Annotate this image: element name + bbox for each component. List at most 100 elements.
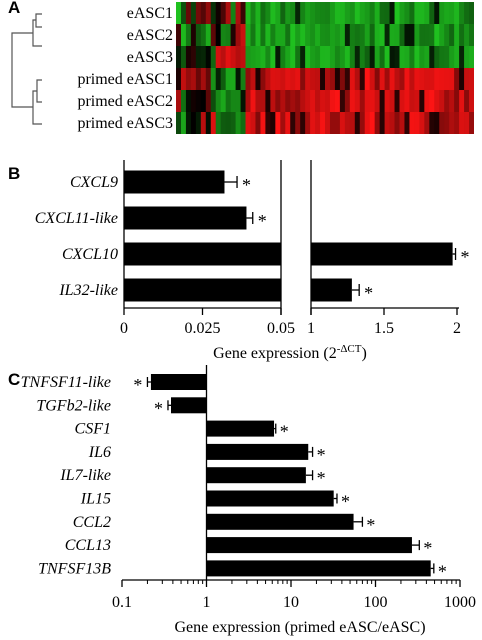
- heatmap-cell: [454, 2, 460, 25]
- significance-marker: *: [461, 247, 470, 267]
- heatmap-cell: [255, 68, 262, 91]
- heatmap-cell: [379, 46, 386, 69]
- heatmap-cell: [265, 2, 271, 25]
- heatmap-cell: [334, 46, 341, 69]
- heatmap-cell: [220, 90, 227, 113]
- heatmap-cell: [230, 46, 237, 69]
- heatmap-cell: [344, 46, 351, 69]
- heatmap-cell: [220, 68, 227, 91]
- heatmap-cell: [215, 68, 222, 91]
- heatmap-cell: [439, 112, 445, 134]
- heatmap-cell: [394, 68, 401, 91]
- heatmap-cell: [419, 112, 425, 134]
- heatmap-cell: [469, 112, 474, 134]
- heatmap-cell: [399, 2, 406, 25]
- x-axis-label: Gene expression (2-ΔCT): [213, 343, 367, 362]
- heatmap-cell: [270, 112, 276, 134]
- heatmap-cell: [394, 24, 401, 47]
- significance-marker: *: [317, 445, 326, 465]
- significance-marker: *: [154, 398, 163, 418]
- heatmap-cell: [444, 68, 450, 91]
- heatmap-cell: [349, 46, 356, 69]
- category-label: CCL13: [65, 537, 111, 554]
- heatmap-cell: [230, 24, 237, 47]
- heatmap-cell: [444, 112, 450, 134]
- heatmap-cell: [295, 112, 301, 134]
- x-tick-label: 1: [307, 320, 315, 337]
- heatmap-cell: [300, 112, 306, 134]
- heatmap-cell: [220, 112, 227, 134]
- heatmap-cell: [354, 90, 361, 113]
- heatmap-cell: [379, 90, 386, 113]
- heatmap-cell: [225, 112, 232, 134]
- heatmap-cell: [180, 112, 187, 134]
- x-tick-label: 10: [283, 594, 299, 611]
- heatmap-cell: [325, 46, 331, 69]
- heatmap-row-label: primed eASC2: [77, 93, 173, 110]
- heatmap-cell: [419, 2, 425, 25]
- heatmap-cell: [235, 24, 242, 47]
- significance-marker: *: [133, 375, 142, 395]
- heatmap-cell: [469, 90, 474, 113]
- heatmap-cell: [389, 68, 396, 91]
- heatmap-cell: [389, 24, 396, 47]
- heatmap-cell: [250, 24, 257, 47]
- heatmap-cell: [329, 46, 336, 69]
- heatmap-cell: [185, 68, 192, 91]
- bar: [206, 490, 334, 507]
- x-tick-label: 1.5: [374, 320, 394, 337]
- heatmap-cell: [260, 112, 266, 134]
- bar: [206, 560, 431, 577]
- heatmap-cell: [329, 112, 336, 134]
- heatmap-cell: [344, 24, 351, 47]
- heatmap-cell: [399, 46, 406, 69]
- heatmap-cell: [439, 68, 445, 91]
- heatmap-cell: [210, 90, 217, 113]
- heatmap-cell: [424, 90, 430, 113]
- heatmap-cell: [235, 90, 242, 113]
- heatmap-cell: [250, 2, 257, 25]
- heatmap-cell: [384, 46, 391, 69]
- heatmap-cell: [339, 112, 346, 134]
- heatmap-cell: [369, 46, 376, 69]
- category-label: CXCL11-like: [35, 210, 118, 227]
- heatmap-cell: [285, 112, 291, 134]
- heatmap-cell: [205, 112, 212, 134]
- heatmap-cell: [444, 24, 450, 47]
- heatmap-cell: [265, 68, 271, 91]
- category-label: IL7-like: [59, 467, 111, 484]
- bar: [170, 397, 207, 414]
- heatmap-cell: [185, 112, 192, 134]
- heatmap-cell: [210, 24, 217, 47]
- heatmap-cell: [464, 68, 470, 91]
- heatmap-cell: [285, 24, 291, 47]
- heatmap-cell: [190, 90, 197, 113]
- heatmap-row-label: primed eASC1: [77, 71, 173, 88]
- heatmap-cell: [379, 68, 386, 91]
- heatmap-cell: [344, 112, 351, 134]
- heatmap-cell: [469, 46, 474, 69]
- heatmap-cell: [300, 2, 306, 25]
- heatmap-cell: [310, 90, 316, 113]
- heatmap-cell: [176, 68, 182, 91]
- heatmap-cell: [349, 68, 356, 91]
- heatmap-cell: [349, 112, 356, 134]
- heatmap-cell: [454, 46, 460, 69]
- heatmap-cell: [215, 46, 222, 69]
- heatmap-cell: [354, 68, 361, 91]
- heatmap-cell: [245, 46, 252, 69]
- bar: [124, 278, 281, 302]
- heatmap-cell: [434, 24, 440, 47]
- heatmap-cell: [404, 2, 411, 25]
- heatmap-cell: [369, 90, 376, 113]
- heatmap-cell: [315, 112, 321, 134]
- heatmap-cell: [409, 24, 415, 47]
- heatmap-cell: [419, 24, 425, 47]
- heatmap-cell: [270, 46, 276, 69]
- heatmap-cell: [280, 2, 286, 25]
- heatmap-cell: [384, 90, 391, 113]
- heatmap-cell: [200, 46, 207, 69]
- heatmap-cell: [449, 112, 455, 134]
- heatmap-cell: [185, 90, 192, 113]
- heatmap-cell: [195, 24, 202, 47]
